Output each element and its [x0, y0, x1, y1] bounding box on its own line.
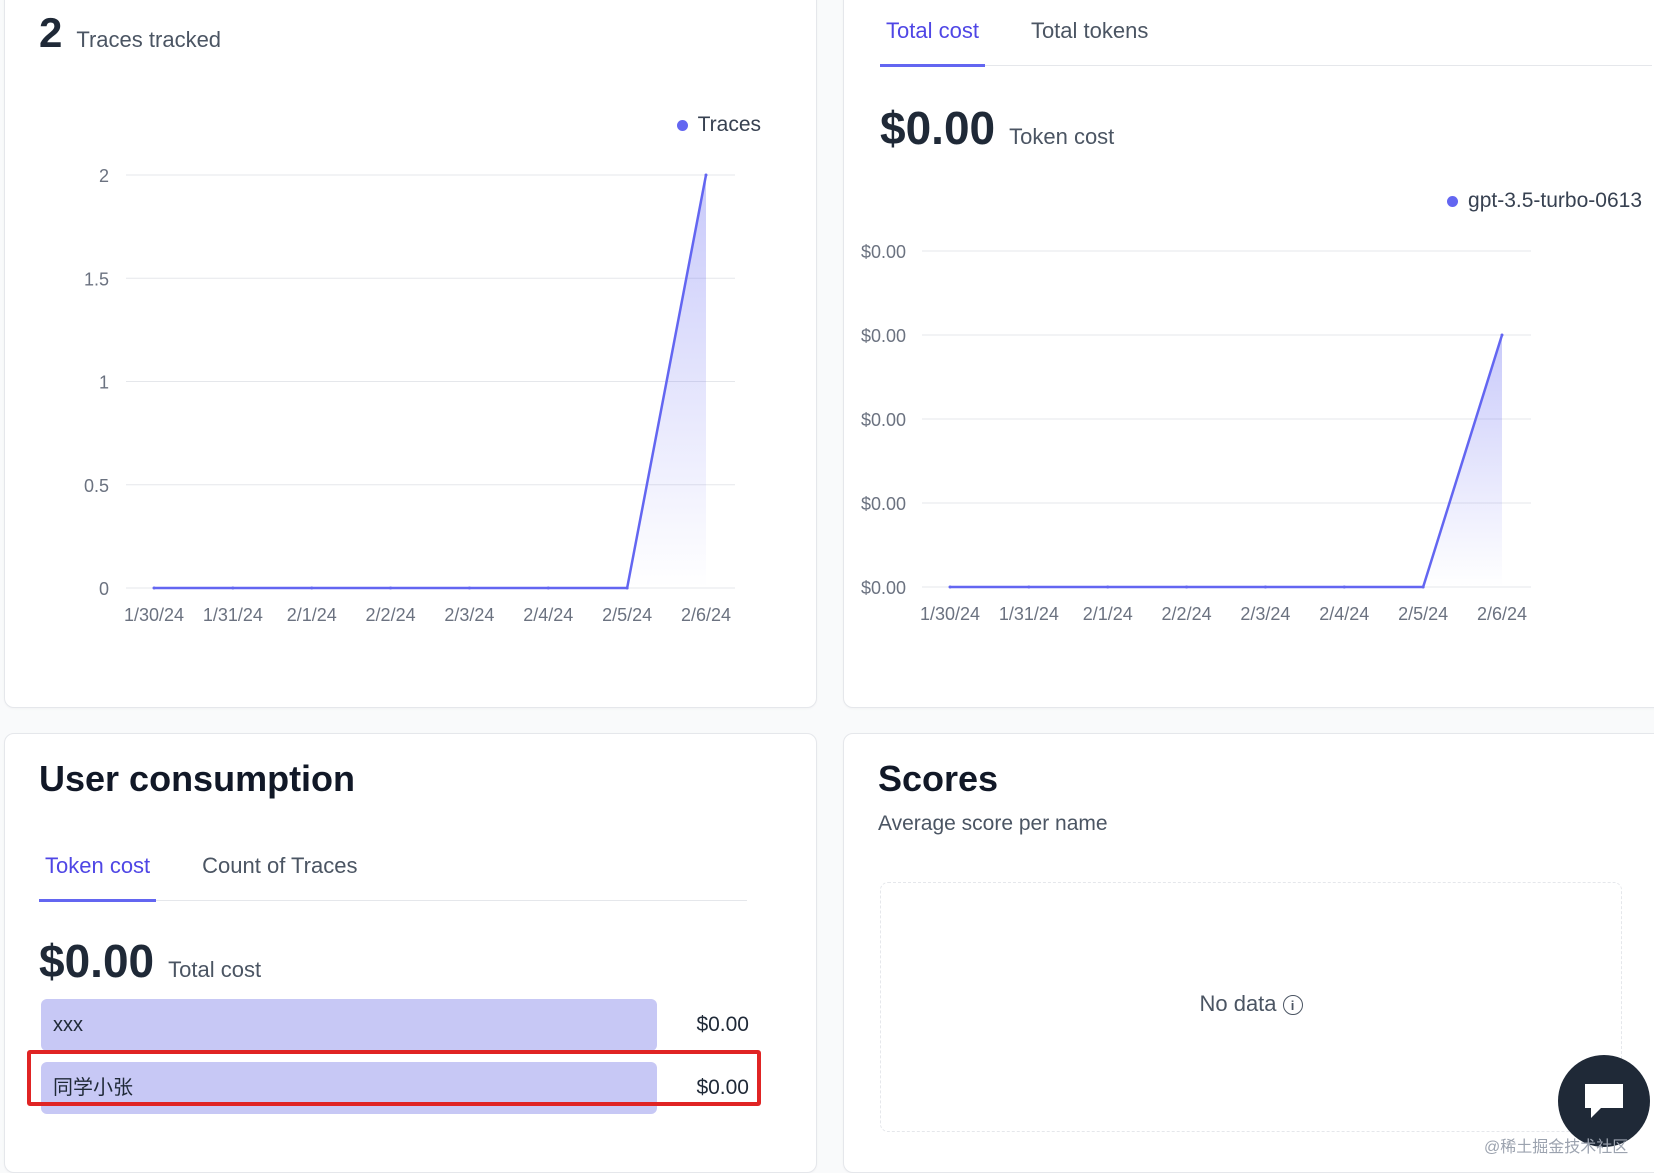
data-point: [948, 585, 952, 589]
data-point: [389, 586, 393, 590]
y-tick-label: 0: [99, 579, 109, 599]
scores-empty-state: No data i: [880, 882, 1622, 1132]
user-row[interactable]: xxx $0.00: [41, 999, 749, 1051]
watermark: @稀土掘金技术社区: [1484, 1139, 1629, 1156]
y-tick-label: $0.00: [861, 242, 906, 262]
x-tick-label: 2/4/24: [523, 605, 573, 625]
data-point: [1500, 333, 1504, 337]
user-cost-metric: $0.00 Total cost: [39, 934, 261, 988]
no-data-text: No data: [1199, 991, 1277, 1016]
no-data-message: No data i: [881, 991, 1621, 1017]
user-value: $0.00: [696, 1076, 749, 1099]
data-point: [1342, 585, 1346, 589]
x-tick-label: 1/31/24: [999, 604, 1059, 624]
x-tick-label: 2/5/24: [602, 605, 652, 625]
data-point: [704, 173, 708, 177]
user-cost-label: Total cost: [168, 957, 262, 982]
data-point: [1263, 585, 1267, 589]
series-area: [154, 175, 706, 588]
legend-dot-icon: [1447, 195, 1459, 207]
x-tick-label: 2/1/24: [287, 605, 337, 625]
chat-bubble-icon: [1585, 1084, 1623, 1118]
series-area: [950, 335, 1502, 587]
x-tick-label: 2/3/24: [444, 605, 494, 625]
x-tick-label: 2/2/24: [366, 605, 416, 625]
scores-title: Scores: [878, 758, 999, 799]
data-point: [152, 586, 156, 590]
info-circle-icon[interactable]: i: [1282, 995, 1303, 1016]
user-name: xxx: [53, 1014, 83, 1036]
user-consumption-title: User consumption: [39, 758, 356, 799]
user-consumption-card: User consumption Token cost Count of Tra…: [4, 733, 817, 1173]
traces-label: Traces tracked: [76, 27, 222, 52]
traces-chart: 0 0.5 1 1.5 2 1/30/24 1/31/24 2/1/24 2/2/24 2/3/2…: [84, 166, 735, 625]
cost-card: Total cost Total tokens $0.00 Token cost…: [843, 0, 1654, 708]
cost-legend[interactable]: gpt-3.5-turbo-0613: [1447, 189, 1642, 213]
cost-value: $0.00: [880, 102, 996, 154]
traces-legend[interactable]: Traces: [676, 113, 761, 137]
y-tick-label: 1: [99, 373, 109, 393]
traces-count: 2: [39, 9, 63, 56]
data-point: [467, 586, 471, 590]
cost-metric: $0.00 Token cost: [880, 101, 1114, 155]
data-point: [625, 586, 629, 590]
data-point: [1185, 585, 1189, 589]
legend-dot-icon: [676, 119, 688, 131]
traces-card: 2 Traces tracked Traces 0 0.5 1 1.5 2 1/30/24…: [4, 0, 817, 708]
cost-tabs: Total cost Total tokens: [880, 0, 1652, 67]
user-value: $0.00: [696, 1013, 749, 1036]
cost-label: Token cost: [1009, 124, 1115, 149]
scores-card: Scores Average score per name No data i: [843, 733, 1654, 1173]
chat-button[interactable]: [1558, 1055, 1650, 1147]
x-tick-label: 1/30/24: [124, 605, 184, 625]
data-point: [546, 586, 550, 590]
x-tick-label: 2/4/24: [1319, 604, 1369, 624]
y-tick-label: 0.5: [84, 476, 109, 496]
cost-chart: $0.00 $0.00 $0.00 $0.00 $0.00 1/30/24 1/31/24 2…: [861, 242, 1531, 624]
y-tick-label: $0.00: [861, 410, 906, 430]
user-bar: [41, 999, 657, 1051]
data-point: [231, 586, 235, 590]
x-tick-label: 2/5/24: [1398, 604, 1448, 624]
y-tick-label: $0.00: [861, 494, 906, 514]
user-tabs: Token cost Count of Traces: [39, 834, 747, 902]
tab-total-cost[interactable]: Total cost: [880, 0, 985, 67]
highlight-box: [27, 1050, 761, 1106]
y-tick-label: 2: [99, 166, 109, 186]
tab-token-cost[interactable]: Token cost: [39, 834, 157, 902]
legend-label: Traces: [697, 113, 761, 136]
scores-subtitle: Average score per name: [878, 812, 1108, 835]
x-tick-label: 1/30/24: [920, 604, 980, 624]
data-point: [1027, 585, 1031, 589]
tab-count-of-traces[interactable]: Count of Traces: [202, 853, 358, 878]
series-line: [950, 334, 1504, 589]
series-line: [154, 174, 708, 590]
data-point: [1106, 585, 1110, 589]
x-tick-label: 2/2/24: [1162, 604, 1212, 624]
legend-label: gpt-3.5-turbo-0613: [1468, 189, 1642, 212]
user-name: 同学小张: [53, 1077, 133, 1099]
x-tick-label: 2/3/24: [1240, 604, 1290, 624]
x-tick-label: 2/1/24: [1083, 604, 1133, 624]
x-tick-label: 2/6/24: [1477, 604, 1527, 624]
user-cost-value: $0.00: [39, 935, 155, 987]
data-point: [310, 586, 314, 590]
y-tick-label: $0.00: [861, 578, 906, 598]
traces-metric: 2 Traces tracked: [39, 9, 221, 57]
data-point: [1421, 585, 1425, 589]
y-tick-label: $0.00: [861, 326, 906, 346]
x-tick-label: 2/6/24: [681, 605, 731, 625]
x-tick-label: 1/31/24: [203, 605, 263, 625]
tab-total-tokens[interactable]: Total tokens: [1030, 18, 1149, 43]
y-tick-label: 1.5: [84, 269, 109, 289]
